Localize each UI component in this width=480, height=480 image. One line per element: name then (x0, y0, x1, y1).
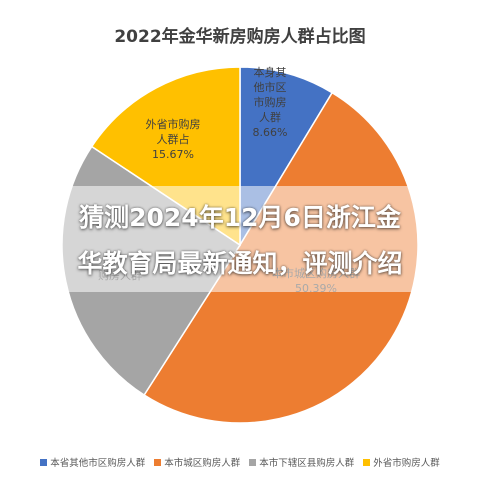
slice-value-label: 15.67% (152, 148, 194, 161)
headline-overlay (0, 186, 480, 292)
headline-line-1: 猜测2024年12月6日浙江金 (79, 203, 401, 232)
slice-name-label: 人群 (259, 110, 281, 124)
chart-title: 2022年金华新房购房人群占比图 (114, 27, 366, 47)
legend-label: 本市城区购房人群 (164, 458, 241, 469)
legend-label: 外省市购房人群 (373, 458, 440, 469)
legend-swatch (154, 458, 162, 466)
legend-item: 本市城区购房人群 (154, 455, 240, 469)
legend-item: 外省市购房人群 (363, 455, 440, 469)
slice-name-label: 人群占 (157, 132, 190, 146)
legend-swatch (249, 458, 257, 466)
slice-name-label: 他市区 (254, 80, 287, 94)
chart-legend: 本省其他市区购房人群 本市城区购房人群 本市下辖区县购房人群 外省市购房人群 (0, 455, 480, 469)
headline-line-2: 华教育局最新通知，评测介绍 (77, 249, 403, 278)
slice-name-label: 外省市购房 (146, 117, 201, 131)
slice-name-label: 市购房 (254, 95, 287, 109)
legend-label: 本市下辖区县购房人群 (259, 458, 355, 469)
legend-item: 本省其他市区购房人群 (40, 455, 145, 469)
legend-swatch (40, 458, 48, 466)
slice-value-label: 8.66% (253, 126, 288, 139)
legend-item: 本市下辖区县购房人群 (249, 455, 354, 469)
slice-name-label: 本身其 (254, 65, 287, 79)
legend-swatch (363, 458, 371, 466)
legend-label: 本省其他市区购房人群 (50, 458, 146, 469)
